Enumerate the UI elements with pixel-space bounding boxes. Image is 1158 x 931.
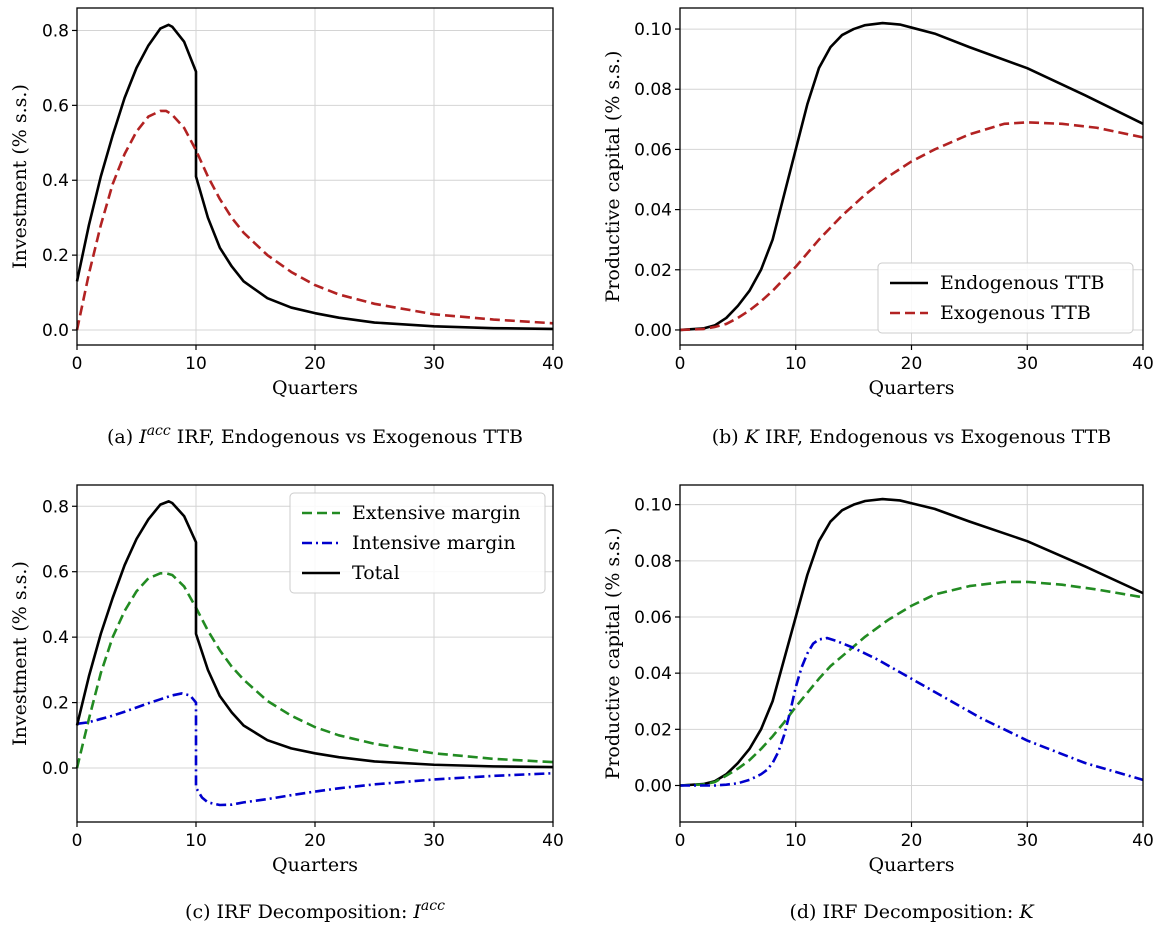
series-line-total (75, 500, 554, 769)
x-tick-label: 10 (785, 354, 807, 374)
series-line-endogenous (75, 23, 554, 331)
x-tick-label: 0 (72, 831, 83, 851)
y-tick-label: 0.2 (42, 694, 69, 714)
legend-label-total: Total (352, 562, 400, 584)
y-tick-label: 0.02 (634, 261, 672, 281)
x-axis-label: Quarters (272, 377, 358, 399)
y-tick-label: 0.0 (42, 321, 69, 341)
y-tick-label: 0.08 (634, 552, 672, 572)
y-tick-label: 0.06 (634, 608, 672, 628)
y-tick-label: 0.2 (42, 246, 69, 266)
x-tick-label: 20 (901, 354, 923, 374)
legend-box (289, 492, 546, 594)
legend-box (877, 262, 1134, 334)
chart-panel-2: 0 10 20 30 40 0.00 0.02 0.04 0.06 0.08 0.10 Quarter… (602, 7, 1154, 448)
legend: Extensive margin Intensive margin Total (289, 492, 546, 594)
series-line-endogenous (679, 21, 1144, 332)
legend-label-intensive: Intensive margin (352, 532, 516, 554)
panel-caption: (a) Iacc IRF, Endogenous vs Exogenous TT… (107, 423, 523, 448)
x-tick-label: 20 (304, 831, 326, 851)
y-tick-label: 0.8 (42, 21, 69, 41)
y-tick-label: 0.4 (42, 628, 69, 648)
x-tick-label: 20 (304, 354, 326, 374)
y-tick-label: 0.08 (634, 80, 672, 100)
x-tick-label: 0 (675, 831, 686, 851)
y-tick-label: 0.04 (634, 201, 672, 221)
legend: Endogenous TTB Exogenous TTB (877, 262, 1134, 334)
x-tick-label: 30 (1016, 831, 1038, 851)
x-tick-label: 40 (1132, 831, 1154, 851)
series-line-intensive (680, 636, 1144, 787)
y-axis-label: Productive capital (% s.s.) (602, 528, 624, 780)
y-tick-label: 0.04 (634, 664, 672, 684)
legend-label-extensive: Extensive margin (352, 502, 520, 524)
x-tick-label: 10 (185, 831, 207, 851)
x-tick-label: 30 (423, 354, 445, 374)
y-tick-label: 0.06 (634, 140, 672, 160)
series-line-total (679, 497, 1144, 787)
y-tick-label: 0.00 (634, 776, 672, 796)
chart-panel-1: 0 10 20 30 40 0.0 0.2 0.4 0.6 0.8 Quarters Investme… (9, 7, 564, 448)
x-tick-label: 40 (1132, 354, 1154, 374)
y-tick-label: 0.00 (634, 321, 672, 341)
x-tick-label: 10 (785, 831, 807, 851)
x-tick-label: 40 (542, 354, 564, 374)
y-tick-label: 0.6 (42, 563, 69, 583)
y-tick-label: 0.4 (42, 171, 69, 191)
chart-panel-4: 0 10 20 30 40 0.00 0.02 0.04 0.06 0.08 0.10 Quarter… (602, 484, 1154, 923)
y-tick-label: 0.8 (42, 497, 69, 517)
x-tick-label: 0 (72, 354, 83, 374)
panel-caption: (b) K IRF, Endogenous vs Exogenous TTB (712, 426, 1112, 448)
legend-label-exogenous: Exogenous TTB (940, 302, 1091, 324)
x-tick-label: 30 (423, 831, 445, 851)
x-tick-label: 0 (675, 354, 686, 374)
y-axis-label: Investment (% s.s.) (9, 561, 31, 746)
x-tick-label: 30 (1016, 354, 1038, 374)
chart-panel-3: 0 10 20 30 40 0.0 0.2 0.4 0.6 0.8 Quarters Investme… (9, 484, 564, 923)
y-tick-label: 0.10 (634, 496, 672, 516)
x-tick-label: 40 (542, 831, 564, 851)
y-axis-label: Investment (% s.s.) (9, 84, 31, 269)
y-tick-label: 0.02 (634, 720, 672, 740)
x-tick-label: 10 (185, 354, 207, 374)
y-axis-label: Productive capital (% s.s.) (602, 51, 624, 303)
panel-caption: (c) IRF Decomposition: Iacc (185, 898, 445, 923)
x-axis-label: Quarters (869, 377, 955, 399)
panel-caption: (d) IRF Decomposition: K (789, 901, 1035, 923)
series-line-exogenous (679, 121, 1144, 332)
legend-label-endogenous: Endogenous TTB (940, 272, 1104, 294)
series-line-extensive (75, 572, 554, 769)
series-line-exogenous (75, 109, 554, 331)
y-tick-label: 0.10 (634, 20, 672, 40)
x-axis-label: Quarters (869, 854, 955, 876)
y-tick-label: 0.0 (42, 759, 69, 779)
x-axis-label: Quarters (272, 854, 358, 876)
y-tick-label: 0.6 (42, 96, 69, 116)
x-tick-label: 20 (901, 831, 923, 851)
